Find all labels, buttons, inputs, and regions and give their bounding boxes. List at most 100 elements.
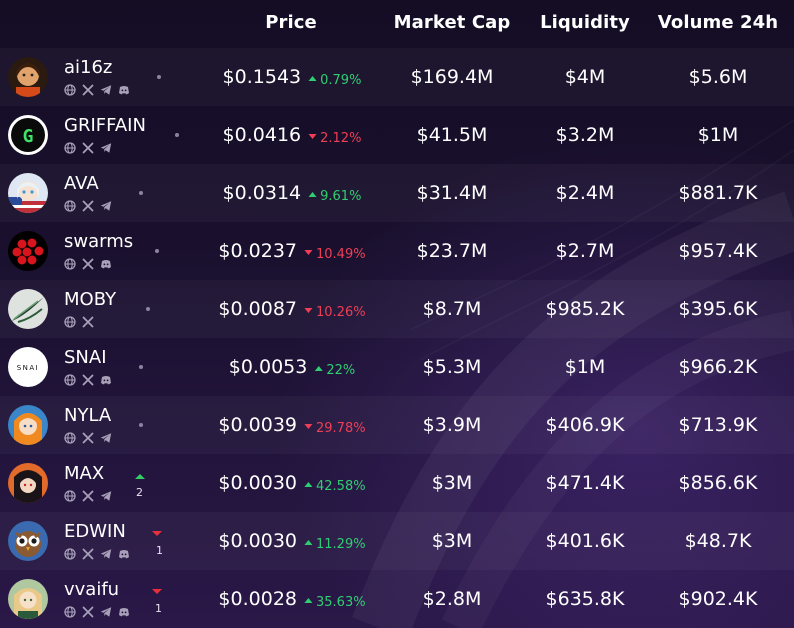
rank-dot: [157, 75, 161, 79]
liquidity-column-header[interactable]: Liquidity: [540, 12, 630, 33]
liquidity-value: $2.4M: [555, 182, 615, 204]
rank-down-icon: [152, 589, 162, 594]
telegram-icon[interactable]: [100, 490, 112, 502]
token-name[interactable]: ai16z: [64, 57, 113, 78]
x-icon[interactable]: [82, 606, 94, 618]
token-socials: [64, 432, 112, 444]
x-icon[interactable]: [82, 316, 94, 328]
x-icon[interactable]: [82, 200, 94, 212]
globe-icon[interactable]: [64, 432, 76, 444]
price-cell: $0.0030 11.29%: [218, 530, 365, 552]
price-value: $0.0028: [218, 588, 297, 610]
x-icon[interactable]: [82, 84, 94, 96]
table-row[interactable]: G GRIFFAIN $0.0416 2.12% $41.5M $3.2M $1M: [0, 106, 794, 164]
price-cell: $0.0030 42.58%: [218, 472, 365, 494]
price-change-value: 10.49%: [316, 247, 366, 262]
token-name[interactable]: swarms: [64, 231, 134, 252]
globe-icon[interactable]: [64, 548, 76, 560]
rank-dot: [139, 423, 143, 427]
token-name[interactable]: MAX: [64, 463, 105, 484]
price-change: 10.49%: [304, 247, 366, 262]
price-value: $0.0416: [222, 124, 302, 146]
token-name[interactable]: AVA: [64, 173, 99, 194]
triangle-up-icon: [314, 366, 323, 371]
telegram-icon[interactable]: [100, 606, 112, 618]
price-change-value: 0.79%: [320, 73, 362, 88]
liquidity-value: $3.2M: [555, 124, 615, 146]
telegram-icon[interactable]: [100, 142, 112, 154]
rank-dot: [175, 133, 179, 137]
globe-icon[interactable]: [64, 258, 76, 270]
market-cap-value: $31.4M: [416, 182, 488, 204]
price-change: 29.78%: [304, 421, 366, 436]
price-change-value: 35.63%: [316, 595, 366, 610]
discord-icon[interactable]: [118, 606, 130, 618]
table-row[interactable]: vvaifu 1 $0.0028 35.63% $2.8M $635.8K $902.4K: [0, 570, 794, 628]
discord-icon[interactable]: [118, 548, 130, 560]
token-name[interactable]: GRIFFAIN: [64, 115, 146, 136]
market-cap-value: $169.4M: [410, 66, 494, 88]
token-avatar: [8, 463, 48, 503]
table-row[interactable]: MOBY $0.0087 10.26% $8.7M $985.2K $395.6K: [0, 280, 794, 338]
table-row[interactable]: NYLA $0.0039 29.78% $3.9M $406.9K $713.9K: [0, 396, 794, 454]
market-cap-column-header[interactable]: Market Cap: [393, 12, 511, 33]
price-change: 9.61%: [308, 189, 361, 204]
token-avatar: [8, 579, 48, 619]
market-cap-value: $23.7M: [416, 240, 488, 262]
discord-icon[interactable]: [100, 258, 112, 270]
volume-24h-value: $48.7K: [684, 530, 752, 552]
price-value: $0.0030: [218, 530, 297, 552]
price-value: $0.0030: [218, 472, 297, 494]
price-cell: $0.0028 35.63%: [218, 588, 365, 610]
volume-24h-value: $902.4K: [678, 588, 758, 610]
x-icon[interactable]: [82, 142, 94, 154]
price-column-header[interactable]: Price: [265, 12, 317, 33]
table-row[interactable]: EDWIN 1 $0.0030 11.29% $3M $401.6K $48.7K: [0, 512, 794, 570]
table-row[interactable]: ai16z $0.1543 0.79% $169.4M $4M $5.6M: [0, 48, 794, 106]
market-cap-value: $5.3M: [422, 356, 482, 378]
market-cap-value: $8.7M: [422, 298, 482, 320]
token-name[interactable]: SNAI: [64, 347, 107, 368]
triangle-down-icon: [304, 250, 312, 255]
token-avatar: [8, 231, 48, 271]
token-avatar: [8, 173, 48, 213]
globe-icon[interactable]: [64, 374, 76, 386]
price-value: $0.0314: [222, 182, 302, 204]
telegram-icon[interactable]: [100, 84, 112, 96]
liquidity-value: $4M: [564, 66, 606, 88]
globe-icon[interactable]: [64, 200, 76, 212]
table-row[interactable]: swarms $0.0237 10.49% $23.7M $2.7M $957.4K: [0, 222, 794, 280]
svg-text:SNAI: SNAI: [17, 364, 40, 372]
discord-icon[interactable]: [100, 374, 112, 386]
price-change-value: 22%: [326, 363, 356, 378]
x-icon[interactable]: [82, 490, 94, 502]
globe-icon[interactable]: [64, 490, 76, 502]
token-avatar: [8, 405, 48, 445]
token-name[interactable]: MOBY: [64, 289, 117, 310]
globe-icon[interactable]: [64, 606, 76, 618]
discord-icon[interactable]: [118, 84, 130, 96]
globe-icon[interactable]: [64, 142, 76, 154]
telegram-icon[interactable]: [100, 548, 112, 560]
price-change: 0.79%: [308, 73, 361, 88]
token-name[interactable]: EDWIN: [64, 521, 126, 542]
token-name[interactable]: NYLA: [64, 405, 112, 426]
x-icon[interactable]: [82, 548, 94, 560]
rank-up-icon: [135, 474, 145, 479]
table-row[interactable]: MAX 2 $0.0030 42.58% $3M $471.4K $856.6K: [0, 454, 794, 512]
telegram-icon[interactable]: [100, 200, 112, 212]
table-row[interactable]: SNAI SNAI $0.0053 22% $5.3M $1M $966.2K: [0, 338, 794, 396]
price-change-value: 11.29%: [316, 537, 366, 552]
x-icon[interactable]: [82, 432, 94, 444]
triangle-up-icon: [304, 540, 312, 545]
telegram-icon[interactable]: [100, 432, 112, 444]
volume-24h-value: $1M: [697, 124, 739, 146]
x-icon[interactable]: [82, 374, 94, 386]
globe-icon[interactable]: [64, 84, 76, 96]
globe-icon[interactable]: [64, 316, 76, 328]
price-cell: $0.0053 22%: [229, 356, 355, 378]
table-row[interactable]: AVA $0.0314 9.61% $31.4M $2.4M $881.7K: [0, 164, 794, 222]
x-icon[interactable]: [82, 258, 94, 270]
token-name[interactable]: vvaifu: [64, 579, 120, 600]
volume-24h-column-header[interactable]: Volume 24h: [657, 12, 779, 33]
